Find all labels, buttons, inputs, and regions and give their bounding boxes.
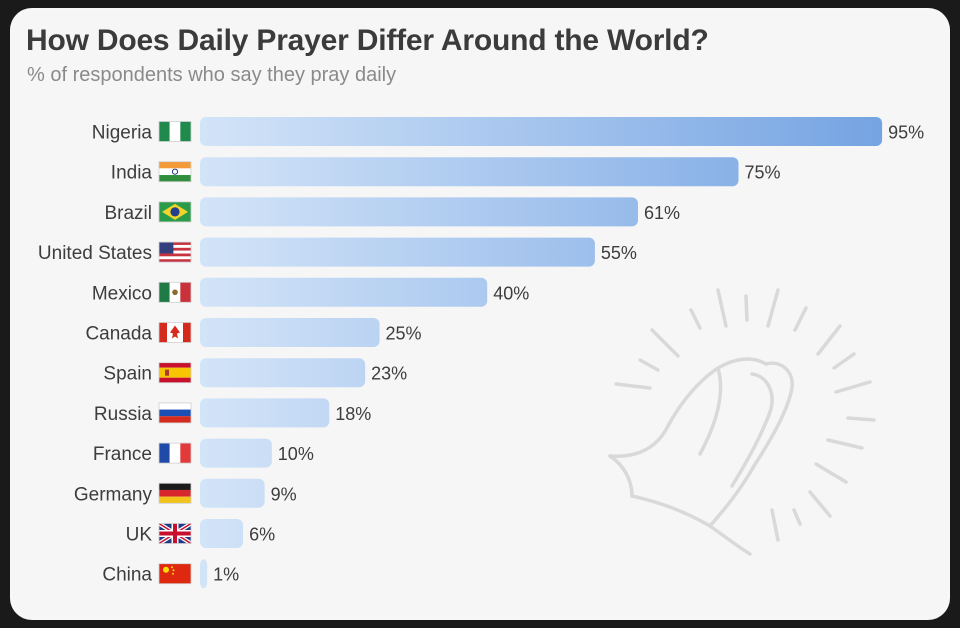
bar-china [200,559,208,589]
bar-row-uk: UK 6% [126,519,275,548]
category-label: Mexico [92,283,152,304]
united-states-flag-icon [158,241,192,263]
value-label: 25% [386,324,422,344]
bar-row-brazil: Brazil 61% [104,197,680,227]
spain-flag-icon [158,362,192,384]
chart-subtitle: % of respondents who say they pray daily [27,64,397,86]
bar-india [200,157,739,187]
bar-brazil [200,197,638,227]
value-label: 18% [335,404,371,424]
category-label: Russia [94,404,153,425]
france-flag-icon [158,442,192,464]
china-flag-icon [158,563,192,585]
category-label: Spain [103,364,152,385]
category-label: UK [126,525,153,546]
category-label: Canada [85,324,152,345]
category-label: France [93,444,152,465]
value-label: 40% [493,283,529,303]
value-label: 61% [644,203,680,223]
praying-hands-icon [608,288,876,556]
chart-card: How Does Daily Prayer Differ Around the … [10,8,950,620]
value-label: 75% [745,163,781,183]
category-label: Brazil [104,203,152,224]
category-label: Germany [74,484,153,505]
bar-row-france: France 10% [93,438,314,468]
uk-flag-icon [157,521,193,546]
value-label: 23% [371,364,407,384]
chart-title: How Does Daily Prayer Differ Around the … [26,24,709,57]
bar-united-states [200,237,595,267]
bar-russia [200,398,330,428]
value-label: 1% [213,565,239,585]
germany-flag-icon [158,482,192,504]
bar-row-china: China 1% [102,559,239,589]
category-label: China [102,565,152,586]
bar-row-canada: Canada 25% [85,318,422,347]
russia-flag-icon [158,402,192,424]
bar-row-nigeria: Nigeria 95% [92,117,924,146]
bar-chart: Nigeria 95% India 75% Brazil 61% United States… [38,117,924,589]
mexico-flag-icon [158,281,192,303]
bar-spain [200,358,366,388]
bar-nigeria [200,117,883,146]
bar-row-russia: Russia 18% [94,398,371,428]
bar-canada [200,318,380,347]
brazil-flag-icon [158,201,192,223]
nigeria-flag-icon [158,121,192,142]
value-label: 10% [278,444,314,464]
bar-row-mexico: Mexico 40% [92,277,529,307]
bar-mexico [200,277,488,307]
bar-germany [200,478,265,508]
bar-uk [200,519,244,548]
canada-flag-icon [158,322,192,343]
category-label: India [111,163,153,184]
bars-layer: Nigeria 95% India 75% Brazil 61% United States… [38,117,924,589]
value-label: 95% [888,123,924,143]
value-label: 6% [249,525,275,545]
india-flag-icon [158,161,192,183]
bar-france [200,438,272,468]
bar-row-spain: Spain 23% [103,358,407,388]
value-label: 55% [601,243,637,263]
bar-row-united-states: United States 55% [38,237,637,267]
category-label: Nigeria [92,123,153,144]
category-label: United States [38,243,152,264]
value-label: 9% [271,484,297,504]
bar-row-germany: Germany 9% [74,478,297,508]
bar-row-india: India 75% [111,157,781,187]
